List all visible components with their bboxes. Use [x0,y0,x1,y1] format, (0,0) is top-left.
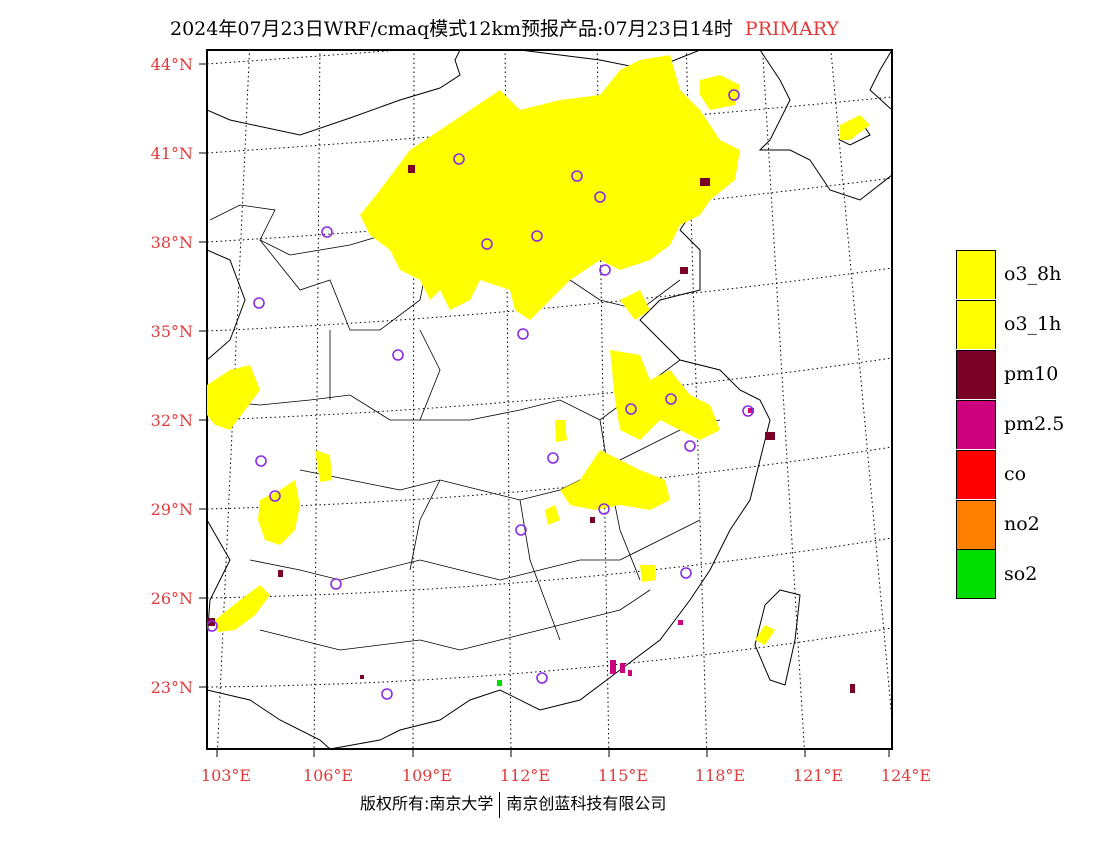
lat-label-38: 38°N [151,233,193,252]
o3-north-region [360,55,740,320]
lat-label-32: 32°N [151,411,193,430]
pm25-spots [610,408,754,676]
latitude-axis: 44°N 41°N 38°N 35°N 32°N 29°N 26°N 23°N [151,55,207,697]
o3-hunan-patch [545,505,560,525]
lon-label-106: 106°E [303,766,353,785]
lat-label-35: 35°N [151,322,193,341]
lat-label-41: 41°N [151,144,193,163]
copyright-separator [499,791,501,818]
o3-yunnan-patch [215,585,270,632]
legend-item-co: co [956,449,1064,499]
legend-item-no2: no2 [956,499,1064,549]
legend-item-o3-1h: o3_1h [956,299,1064,349]
o3-fujian-patch [640,565,656,582]
pm10-spots [207,165,855,693]
legend-swatch-no2 [956,499,996,549]
legend-item-so2: so2 [956,549,1064,599]
legend-swatch-co [956,449,996,499]
o3-sichuan-patch [207,365,260,430]
station-markers [207,89,754,700]
lon-label-118: 118°E [695,766,745,785]
legend-label-so2: so2 [1004,563,1038,585]
copyright-left: 版权所有:南京大学 [360,794,494,813]
o3-northeast-patch [700,75,740,110]
lat-label-23: 23°N [151,678,193,697]
so2-spots [497,680,502,686]
lat-label-26: 26°N [151,589,193,608]
o3-liaoning-patch [840,115,870,140]
legend-swatch-so2 [956,549,996,599]
title-main: 2024年07月23日WRF/cmaq模式12km预报产品:07月23日14时 [170,18,733,40]
legend-label-no2: no2 [1004,513,1040,535]
pollutant-legend: o3_8h o3_1h pm10 pm2.5 co no2 so2 [956,249,1064,599]
legend-item-o3-8h: o3_8h [956,249,1064,299]
lat-label-29: 29°N [151,500,193,519]
legend-swatch-o3-1h [956,299,996,349]
legend-item-pm25: pm2.5 [956,399,1064,449]
lon-label-103: 103°E [201,766,251,785]
lon-label-124: 124°E [881,766,931,785]
lat-label-44: 44°N [151,55,193,74]
longitude-axis: 103°E 106°E 109°E 112°E 115°E 118°E 121°… [201,749,931,785]
o3-guizhou-patch [258,480,300,545]
legend-label-pm25: pm2.5 [1004,413,1065,435]
legend-label-o3-1h: o3_1h [1004,313,1062,335]
title-tag: PRIMARY [744,18,839,40]
copyright-right: 南京创蓝科技有限公司 [506,794,667,813]
copyright-notice: 版权所有:南京大学 南京创蓝科技有限公司 [360,790,666,818]
o3-anhui-patch [610,350,720,440]
legend-label-o3-8h: o3_8h [1004,263,1062,285]
legend-label-co: co [1004,463,1027,485]
legend-swatch-o3-8h [956,249,996,299]
o3-chongqing-patch [315,450,332,482]
legend-label-pm10: pm10 [1004,363,1059,385]
o3-hubei-patch [555,420,567,442]
lon-label-109: 109°E [402,766,452,785]
o3-taiwan-patch [755,625,775,645]
legend-swatch-pm10 [956,349,996,399]
o3-jiangxi-hubei-patch [560,450,670,510]
o3-shandong-patch [620,290,650,320]
lon-label-115: 115°E [598,766,648,785]
lon-label-112: 112°E [500,766,550,785]
map-title: 2024年07月23日WRF/cmaq模式12km预报产品:07月23日14时 P… [170,14,839,41]
o3-areas [207,55,870,645]
lon-label-121: 121°E [793,766,843,785]
legend-item-pm10: pm10 [956,349,1064,399]
legend-swatch-pm25 [956,399,996,449]
